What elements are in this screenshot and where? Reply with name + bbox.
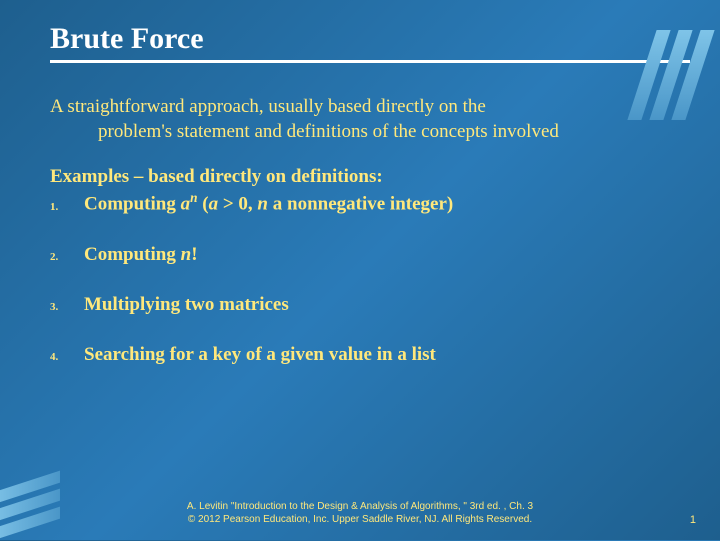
list-text: Computing n! — [84, 244, 198, 266]
footer-line2: © 2012 Pearson Education, Inc. Upper Sad… — [0, 513, 720, 526]
footer-line1: A. Levitin "Introduction to the Design &… — [0, 500, 720, 513]
list-number: 4. — [50, 351, 84, 363]
list-number: 2. — [50, 251, 84, 263]
list-text: Computing an (a > 0, n a nonnegative int… — [84, 190, 453, 215]
page-number: 1 — [690, 514, 696, 526]
list-item: 1. Computing an (a > 0, n a nonnegative … — [50, 190, 680, 215]
list-text: Multiplying two matrices — [84, 294, 289, 316]
definition-line1: A straightforward approach, usually base… — [50, 96, 486, 117]
definition-line2: problem's statement and definitions of t… — [50, 121, 559, 142]
list-item: 2. Computing n! — [50, 244, 680, 266]
decoration-top-right — [642, 30, 700, 120]
definition-text: A straightforward approach, usually base… — [50, 95, 680, 144]
list-item: 4. Searching for a key of a given value … — [50, 344, 680, 366]
slide-body: A straightforward approach, usually base… — [0, 63, 720, 366]
list-number: 3. — [50, 301, 84, 313]
slide-title: Brute Force — [0, 0, 720, 60]
list-item: 3. Multiplying two matrices — [50, 294, 680, 316]
footer-citation: A. Levitin "Introduction to the Design &… — [0, 500, 720, 526]
examples-heading: Examples – based directly on definitions… — [50, 166, 680, 188]
list-number: 1. — [50, 201, 84, 213]
list-text: Searching for a key of a given value in … — [84, 344, 436, 366]
